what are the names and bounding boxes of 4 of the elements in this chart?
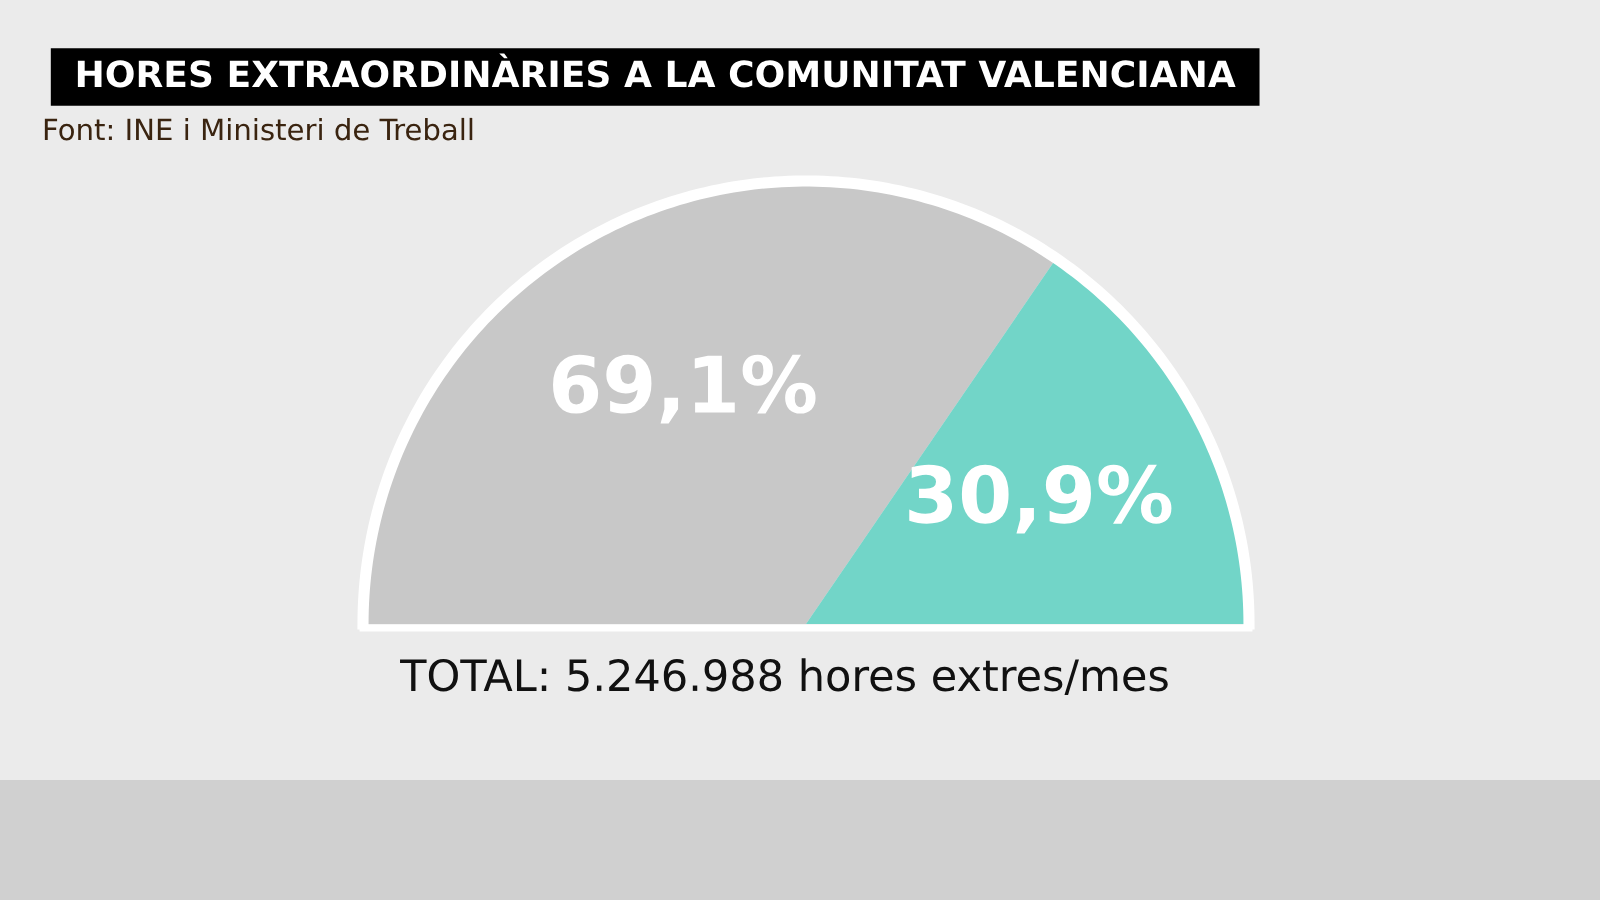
data-label: 30,9% (909, 464, 1172, 534)
text: TOTAL: 5.246.988 hores extres/mes (400, 658, 1168, 695)
text: Font: INE i Ministeri de Treball (44, 117, 473, 141)
chart-title: HORES EXTRAORDINÀRIES A LA COMUNITAT VALENCIANA (77, 53, 1236, 88)
